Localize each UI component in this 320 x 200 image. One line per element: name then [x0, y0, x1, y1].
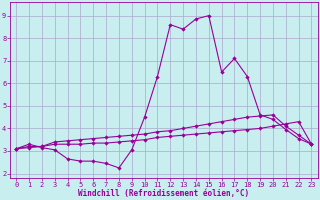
X-axis label: Windchill (Refroidissement éolien,°C): Windchill (Refroidissement éolien,°C)	[78, 189, 249, 198]
